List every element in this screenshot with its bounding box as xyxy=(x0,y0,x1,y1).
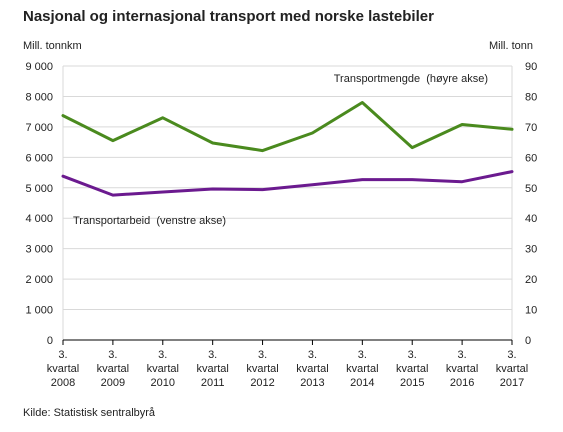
left-y-tick-label: 9 000 xyxy=(25,61,53,73)
right-y-tick-label: 90 xyxy=(525,61,537,73)
right-y-tick-label: 60 xyxy=(525,152,537,164)
left-y-tick-label: 8 000 xyxy=(25,91,53,103)
left-y-tick-label: 2 000 xyxy=(25,274,53,286)
x-tick-label: 3. kvartal 2013 xyxy=(296,349,328,389)
transportarbeid-series-line xyxy=(61,170,514,197)
right-y-tick-label: 20 xyxy=(525,274,537,286)
right-y-tick-label: 30 xyxy=(525,244,537,256)
series-label-transportmengde: Transportmengde (høyre akse) xyxy=(334,73,488,85)
left-axis-unit-label: Mill. tonnkm xyxy=(23,40,82,52)
x-tick-label: 3. kvartal 2014 xyxy=(346,349,378,389)
left-y-tick-label: 7 000 xyxy=(25,122,53,134)
x-tick-label: 3. kvartal 2016 xyxy=(446,349,478,389)
left-y-tick-label: 5 000 xyxy=(25,183,53,195)
left-y-tick-label: 0 xyxy=(47,335,53,347)
x-tick-label: 3. kvartal 2012 xyxy=(246,349,278,389)
left-y-tick-label: 6 000 xyxy=(25,152,53,164)
right-y-tick-label: 10 xyxy=(525,305,537,317)
right-axis-unit-label: Mill. tonn xyxy=(488,40,533,52)
left-y-tick-label: 3 000 xyxy=(25,244,53,256)
transportmengde-series-line xyxy=(61,101,514,153)
source-note: Kilde: Statistisk sentralbyrå xyxy=(23,407,156,419)
right-y-tick-label: 0 xyxy=(525,335,531,347)
left-y-tick-label: 4 000 xyxy=(25,213,53,225)
right-y-tick-label: 40 xyxy=(525,213,537,225)
x-tick-label: 3. kvartal 2015 xyxy=(396,349,428,389)
x-tick-label: 3. kvartal 2010 xyxy=(147,349,179,389)
left-y-tick-label: 1 000 xyxy=(25,305,53,317)
x-tick-label: 3. kvartal 2009 xyxy=(97,349,129,389)
right-y-tick-label: 70 xyxy=(525,122,537,134)
chart-title: Nasjonal og internasjonal transport med … xyxy=(23,8,434,25)
x-tick-label: 3. kvartal 2011 xyxy=(196,349,228,389)
right-y-tick-label: 80 xyxy=(525,91,537,103)
x-tick-label: 3. kvartal 2008 xyxy=(47,349,79,389)
right-y-tick-label: 50 xyxy=(525,183,537,195)
x-tick-label: 3. kvartal 2017 xyxy=(496,349,528,389)
series-label-transportarbeid: Transportarbeid (venstre akse) xyxy=(73,215,226,227)
